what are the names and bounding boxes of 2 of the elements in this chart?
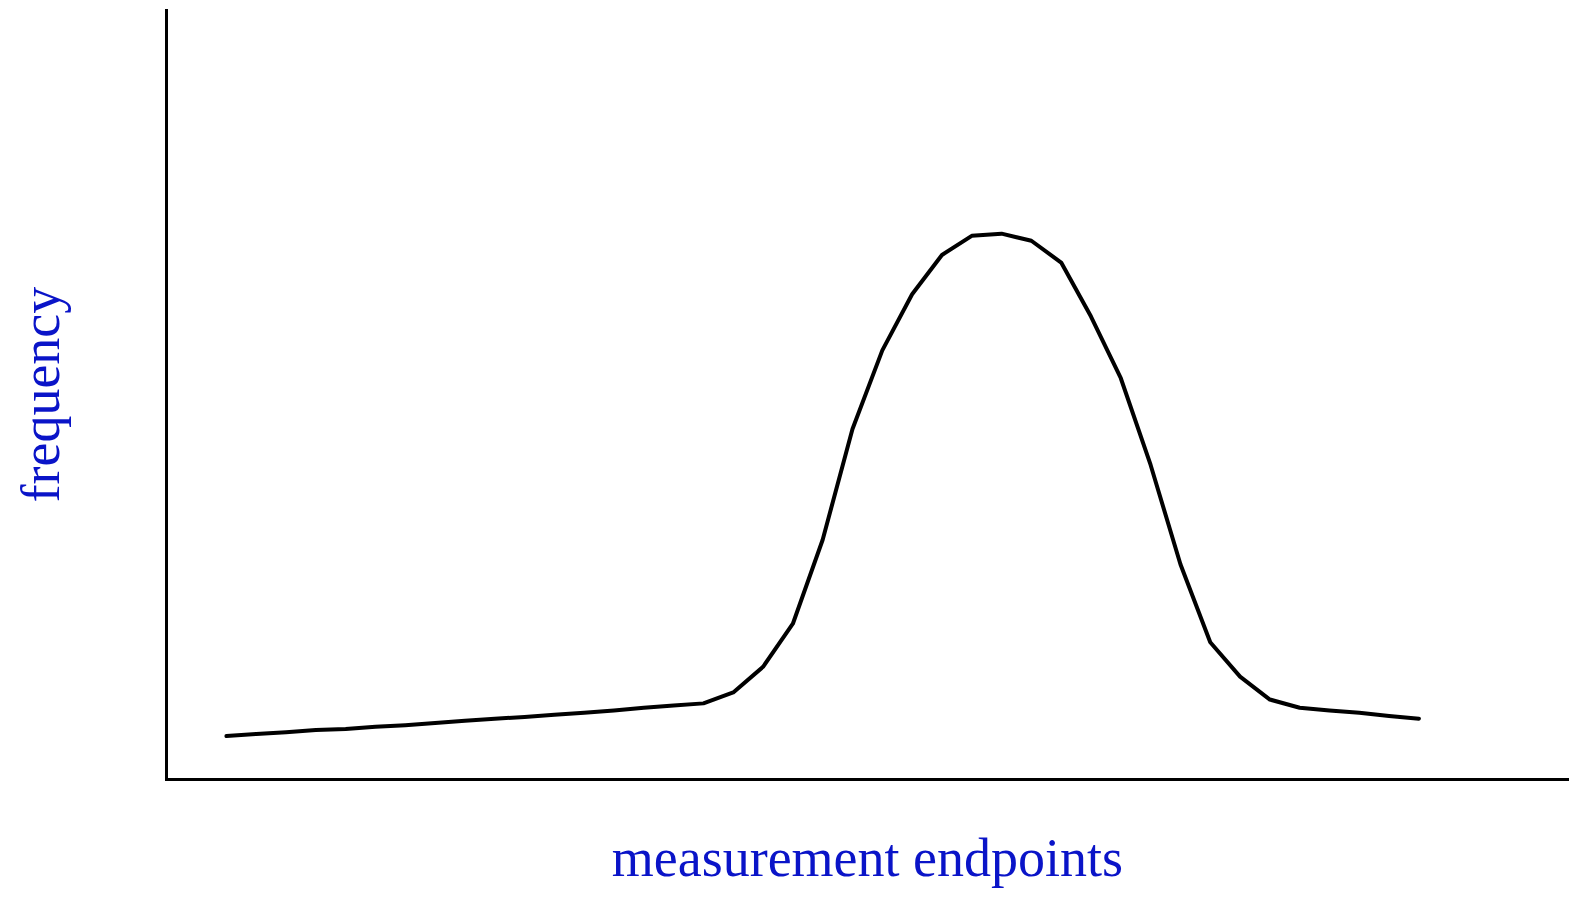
x-axis-title: measurement endpoints [611,827,1124,888]
y-axis-title: frequency [10,286,71,503]
